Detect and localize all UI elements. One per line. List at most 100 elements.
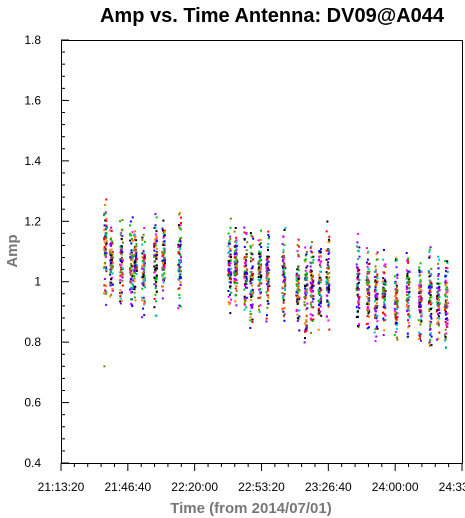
data-point	[267, 281, 270, 284]
data-point	[420, 315, 423, 317]
data-point	[244, 285, 247, 287]
data-point	[260, 275, 262, 278]
data-point	[418, 299, 421, 302]
data-point	[178, 262, 181, 265]
data-point	[304, 254, 307, 257]
data-point	[267, 302, 270, 305]
data-point	[235, 279, 238, 282]
data-point	[317, 307, 320, 310]
data-point	[430, 335, 433, 338]
data-point	[142, 296, 145, 299]
data-point	[428, 271, 431, 274]
data-point	[153, 242, 156, 245]
data-point	[267, 230, 270, 233]
data-point	[142, 257, 145, 260]
data-point	[309, 317, 312, 320]
data-point	[384, 318, 387, 321]
data-point	[245, 256, 248, 258]
data-point	[419, 284, 422, 287]
data-point	[134, 285, 137, 288]
data-point	[446, 260, 449, 263]
data-point	[119, 234, 122, 237]
data-point	[405, 252, 408, 254]
data-point	[129, 298, 132, 301]
data-point	[119, 263, 121, 266]
data-point	[243, 256, 246, 259]
data-point	[420, 299, 423, 302]
data-point	[132, 279, 134, 282]
data-point	[142, 271, 145, 274]
data-point	[104, 249, 107, 252]
x-axis: 21:13:20 21:46:40 22:20:00 22:53:20 23:26:40…	[38, 463, 465, 494]
data-point	[304, 330, 306, 333]
data-point	[162, 229, 164, 232]
data-point	[376, 280, 379, 283]
data-point	[444, 281, 447, 283]
data-point	[141, 238, 144, 241]
data-point	[328, 251, 331, 254]
data-point	[249, 232, 252, 234]
data-point	[309, 313, 312, 316]
data-point	[445, 303, 448, 306]
data-point	[162, 232, 165, 234]
data-point	[129, 271, 132, 274]
data-points	[103, 198, 449, 368]
data-point	[325, 249, 328, 252]
data-point	[234, 263, 236, 266]
data-point	[229, 281, 232, 284]
data-point	[429, 280, 432, 283]
data-point	[281, 308, 284, 311]
data-point	[327, 291, 330, 294]
data-point	[309, 282, 312, 284]
data-point	[405, 294, 408, 296]
data-point	[396, 301, 399, 304]
data-point	[310, 331, 312, 334]
data-point	[305, 315, 308, 318]
data-point	[228, 272, 231, 275]
data-point	[229, 256, 232, 259]
data-point	[283, 293, 286, 295]
data-point	[366, 306, 369, 309]
data-point	[179, 212, 181, 214]
data-point	[383, 303, 386, 306]
data-point	[179, 283, 182, 286]
data-point	[129, 287, 132, 290]
data-point	[119, 279, 122, 281]
data-point	[251, 265, 254, 268]
data-point	[374, 328, 377, 331]
data-point	[234, 227, 237, 229]
data-point	[437, 315, 440, 318]
data-point	[384, 263, 387, 266]
data-point	[246, 273, 249, 276]
data-point	[327, 265, 330, 268]
data-point	[320, 279, 323, 281]
data-point	[177, 243, 180, 246]
data-point	[161, 267, 164, 270]
data-point	[418, 292, 421, 295]
data-point	[177, 250, 180, 253]
data-point	[317, 313, 320, 316]
data-point	[133, 269, 136, 272]
data-point	[366, 288, 369, 291]
data-point	[266, 255, 269, 258]
data-point	[155, 300, 158, 303]
data-point	[141, 252, 144, 255]
data-point	[105, 303, 108, 306]
data-point	[382, 271, 385, 274]
data-point	[309, 270, 312, 273]
data-point	[110, 248, 113, 251]
data-point	[234, 256, 236, 259]
data-point	[131, 268, 134, 271]
data-point	[437, 303, 440, 306]
data-point	[258, 310, 261, 313]
data-point	[250, 273, 253, 276]
data-point	[103, 252, 106, 255]
data-point	[366, 258, 369, 261]
data-point	[133, 261, 136, 263]
data-point	[326, 282, 329, 285]
data-point	[303, 296, 306, 299]
data-point	[267, 267, 270, 270]
data-point	[103, 277, 106, 280]
data-point	[131, 256, 134, 259]
data-point	[428, 248, 431, 251]
